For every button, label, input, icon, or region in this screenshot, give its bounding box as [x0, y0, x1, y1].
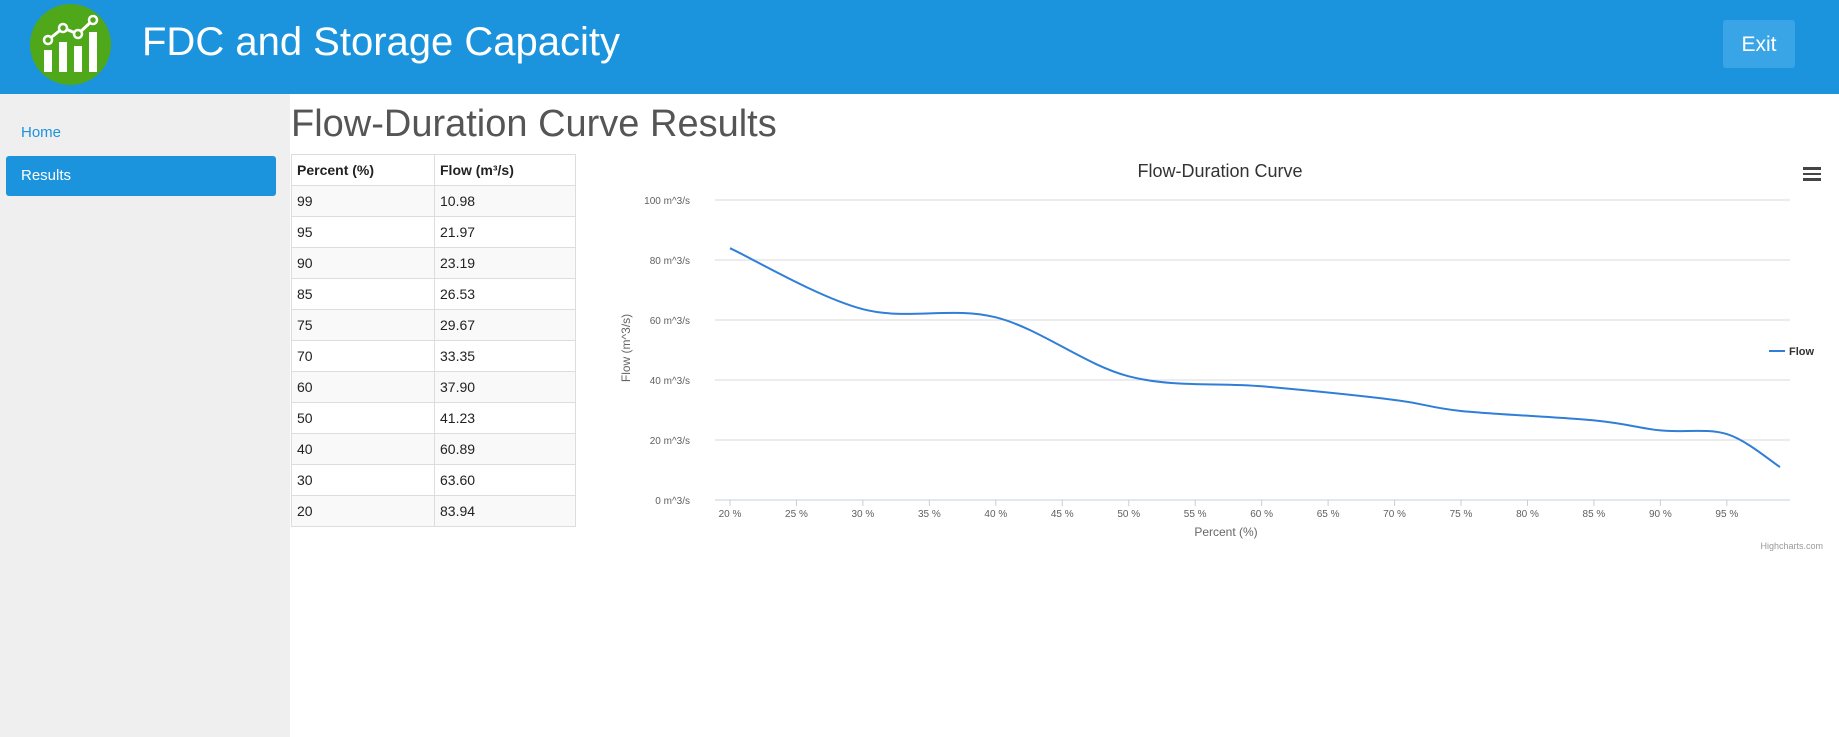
x-tick-label: 45 % [1051, 509, 1074, 520]
table-row: 40 60.89 [291, 433, 576, 465]
percent-cell: 95 [291, 216, 435, 248]
percent-cell: 30 [291, 464, 435, 496]
chart-gridlines [715, 199, 1790, 501]
table-row: 20 83.94 [291, 495, 576, 527]
percent-cell: 90 [291, 247, 435, 279]
flow-duration-chart: Flow-Duration Curve 0 m^3/s 20 m^3/s 40 m^… [619, 161, 1823, 551]
percent-cell: 85 [291, 278, 435, 310]
x-tick-label: 50 % [1117, 509, 1140, 520]
percent-cell: 99 [291, 185, 435, 217]
x-tick-label: 75 % [1450, 509, 1473, 520]
chart-credits[interactable]: Highcharts.com [1760, 541, 1823, 551]
flow-cell: 23.19 [434, 247, 576, 279]
x-tick-label: 60 % [1250, 509, 1273, 520]
x-axis-ticks: 20 % 25 % 30 % 35 % 40 % 45 % 50 % 55 % 60 % 65 %… [719, 500, 1738, 520]
sidebar-item-results[interactable]: Results [6, 156, 276, 196]
x-tick-label: 30 % [852, 509, 875, 520]
table-row: 70 33.35 [291, 340, 576, 372]
legend-label[interactable]: Flow [1789, 346, 1814, 358]
x-tick-label: 70 % [1383, 509, 1406, 520]
table-row: 90 23.19 [291, 247, 576, 279]
column-header-flow: Flow (m³/s) [434, 154, 576, 186]
chart-series [729, 247, 1781, 468]
page-title: Flow-Duration Curve Results [291, 103, 777, 145]
table-row: 50 41.23 [291, 402, 576, 434]
chart-title: Flow-Duration Curve [1137, 161, 1302, 181]
y-tick-label: 60 m^3/s [650, 316, 690, 327]
flow-cell: 26.53 [434, 278, 576, 310]
chart-logo-icon [30, 4, 111, 85]
chart-legend[interactable]: Flow [1769, 346, 1814, 358]
x-tick-label: 55 % [1184, 509, 1207, 520]
x-tick-label: 85 % [1583, 509, 1606, 520]
table-row: 60 37.90 [291, 371, 576, 403]
x-tick-label: 95 % [1715, 509, 1738, 520]
x-tick-label: 40 % [984, 509, 1007, 520]
y-axis-ticks: 0 m^3/s 20 m^3/s 40 m^3/s 60 m^3/s 80 m^3/s 1… [644, 196, 690, 507]
x-tick-label: 90 % [1649, 509, 1672, 520]
y-tick-label: 100 m^3/s [644, 196, 690, 207]
exit-button[interactable]: Exit [1723, 20, 1795, 68]
y-tick-label: 0 m^3/s [655, 496, 690, 507]
y-tick-label: 20 m^3/s [650, 436, 690, 447]
x-tick-label: 65 % [1317, 509, 1340, 520]
sidebar-item-home[interactable]: Home [21, 124, 62, 141]
series-line-flow[interactable] [729, 247, 1781, 468]
x-tick-label: 35 % [918, 509, 941, 520]
y-tick-label: 40 m^3/s [650, 376, 690, 387]
flow-cell: 37.90 [434, 371, 576, 403]
x-tick-label: 25 % [785, 509, 808, 520]
table-header-row: Percent (%) Flow (m³/s) [291, 154, 576, 186]
results-table: Percent (%) Flow (m³/s) 99 10.98 95 21.97 … [291, 154, 576, 527]
table-row: 30 63.60 [291, 464, 576, 496]
percent-cell: 70 [291, 340, 435, 372]
table-row: 95 21.97 [291, 216, 576, 248]
flow-cell: 63.60 [434, 464, 576, 496]
flow-cell: 60.89 [434, 433, 576, 465]
flow-cell: 10.98 [434, 185, 576, 217]
table-row: 75 29.67 [291, 309, 576, 341]
flow-cell: 21.97 [434, 216, 576, 248]
flow-cell: 33.35 [434, 340, 576, 372]
x-axis-label: Percent (%) [1194, 525, 1257, 539]
sidebar: Home Results [0, 94, 290, 737]
y-tick-label: 80 m^3/s [650, 256, 690, 267]
app-title: FDC and Storage Capacity [142, 20, 621, 64]
flow-cell: 29.67 [434, 309, 576, 341]
percent-cell: 50 [291, 402, 435, 434]
chart-menu-icon[interactable] [1803, 167, 1821, 181]
x-tick-label: 80 % [1516, 509, 1539, 520]
flow-cell: 41.23 [434, 402, 576, 434]
percent-cell: 60 [291, 371, 435, 403]
flow-cell: 83.94 [434, 495, 576, 527]
x-tick-label: 20 % [719, 509, 742, 520]
percent-cell: 20 [291, 495, 435, 527]
percent-cell: 75 [291, 309, 435, 341]
percent-cell: 40 [291, 433, 435, 465]
app-header: FDC and Storage Capacity Exit [0, 0, 1839, 94]
column-header-percent: Percent (%) [291, 154, 435, 186]
table-row: 85 26.53 [291, 278, 576, 310]
y-axis-label: Flow (m^3/s) [619, 314, 633, 382]
table-row: 99 10.98 [291, 185, 576, 217]
